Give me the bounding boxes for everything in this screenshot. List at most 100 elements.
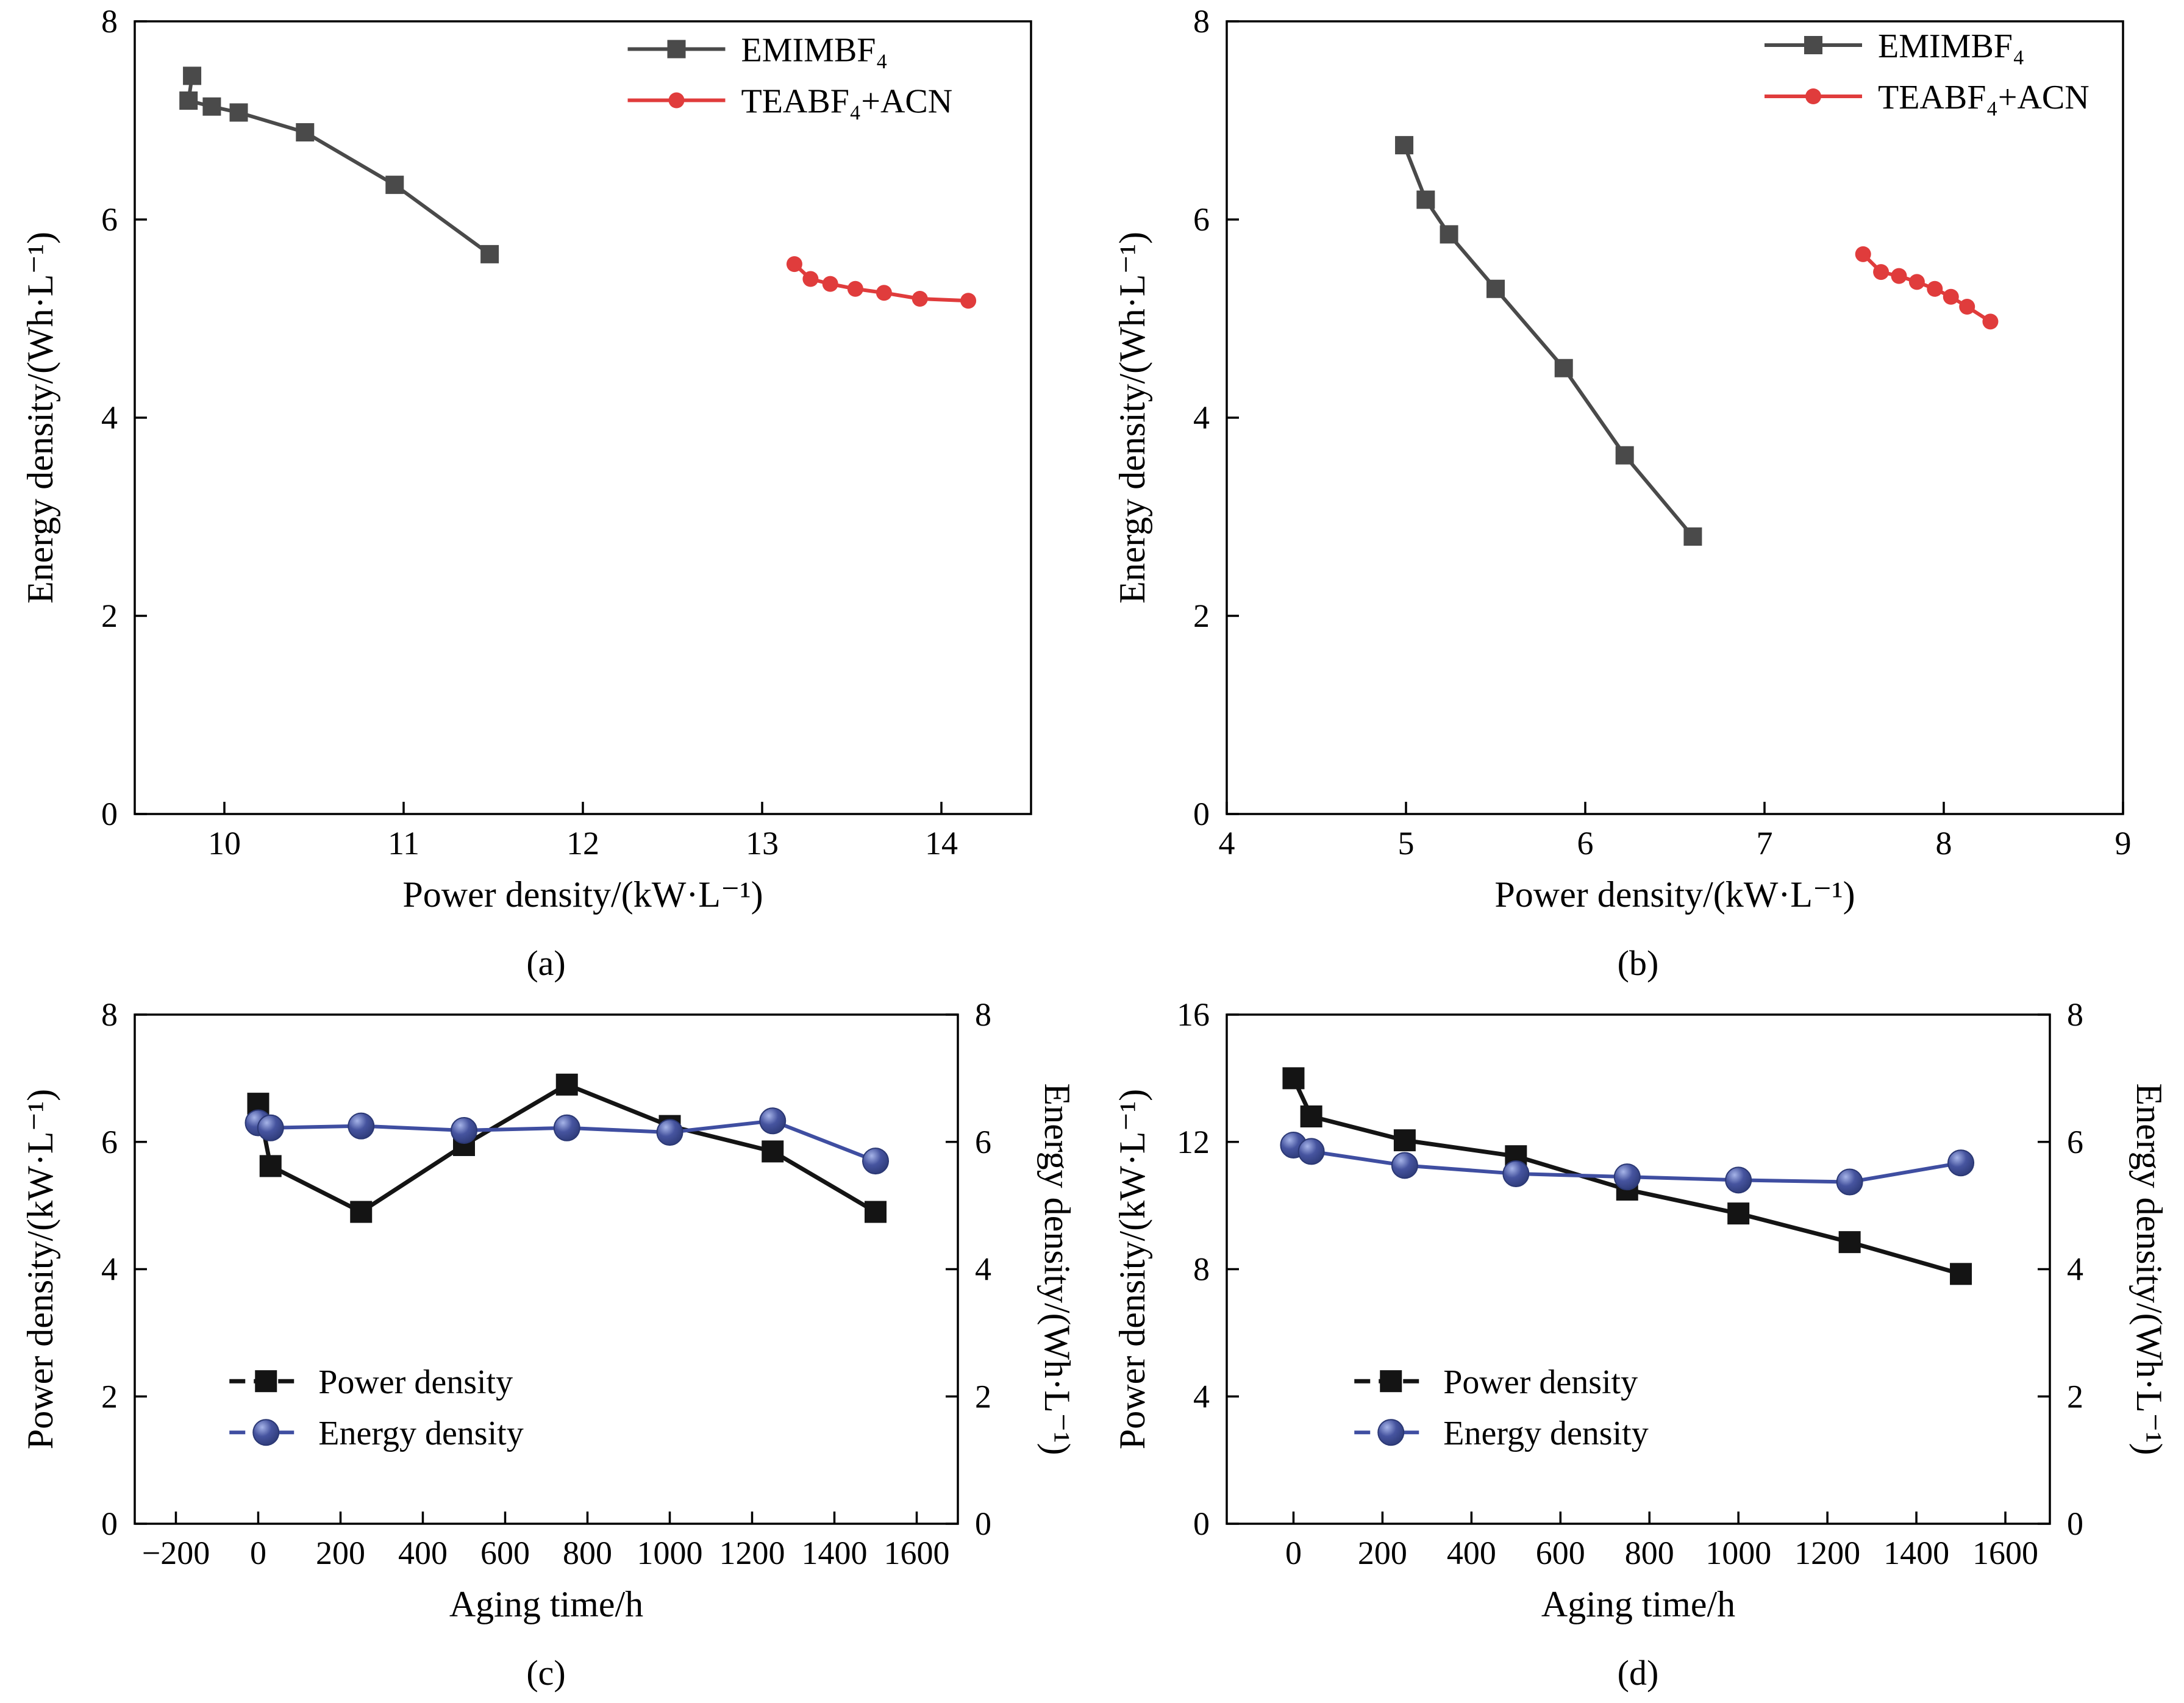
chart-b-svg: 4 5 6 7 8 9 0 2 4 6 8 Power density/(kW·L⁻¹) Energy … — [1112, 3, 2132, 915]
marker-square — [1394, 136, 1413, 155]
y-axis-label: Power density/(kW·L⁻¹) — [1112, 1089, 1152, 1449]
x-tick-label: −200 — [141, 1535, 209, 1571]
marker-sphere — [1502, 1160, 1529, 1187]
legend-entry-0: EMIMBF₄ — [1764, 27, 2024, 65]
marker-circle — [847, 280, 863, 297]
legend-entry-1: TEABF₄+ACN — [627, 83, 952, 121]
legend-label: EMIMBF₄ — [741, 32, 887, 70]
marker-circle — [1908, 274, 1925, 290]
y2-tick-label: 0 — [2067, 1505, 2083, 1542]
x-tick-label: 10 — [208, 825, 241, 862]
chart-d: 0 200 400 600 800 1000 1200 1400 1600 0 4 8 12 16 0 2 4 6… — [1108, 993, 2169, 1649]
marker-sphere — [450, 1116, 477, 1144]
y2-tick-label: 8 — [975, 996, 991, 1033]
chart-d-cell: 0 200 400 600 800 1000 1200 1400 1600 0 4 8 12 16 0 2 4 6… — [1108, 993, 2169, 1703]
y-tick-label: 6 — [101, 1124, 118, 1160]
legend-label: EMIMBF₄ — [1878, 27, 2024, 65]
marker-circle — [668, 92, 684, 109]
x-tick-label: 1000 — [637, 1535, 702, 1571]
x-axis-label: Aging time/h — [1541, 1584, 1735, 1624]
marker-circle — [1891, 268, 1907, 284]
x-tick-label: 7 — [1756, 825, 1772, 862]
series-0 — [179, 66, 499, 263]
y-tick-label: 0 — [1193, 1505, 1210, 1542]
x-tick-label: 600 — [480, 1535, 530, 1571]
marker-circle — [960, 293, 976, 309]
marker-square — [202, 97, 221, 116]
y2-tick-label: 4 — [2067, 1251, 2083, 1288]
y-tick-label: 0 — [101, 796, 118, 832]
chart-b-cell: 4 5 6 7 8 9 0 2 4 6 8 Power density/(kW·L⁻¹) Energy … — [1108, 0, 2169, 993]
marker-sphere — [347, 1112, 374, 1140]
x-axis-label: Aging time/h — [449, 1584, 643, 1624]
x-tick-label: 1600 — [1972, 1535, 2038, 1571]
legend-entry-1: Energy density — [1354, 1415, 1648, 1452]
x-tick-label: 1200 — [1794, 1535, 1860, 1571]
marker-square — [864, 1201, 887, 1223]
marker-sphere — [758, 1107, 786, 1135]
marker-sphere — [862, 1148, 889, 1175]
x-tick-label: 200 — [316, 1535, 365, 1571]
legend-entry-0: Power density — [229, 1363, 513, 1401]
legend-label: Energy density — [1443, 1415, 1648, 1452]
series-0 — [1394, 136, 1702, 546]
x-tick-label: 8 — [1935, 825, 1952, 862]
series-1-line — [257, 1119, 876, 1163]
chart-b-caption: (b) — [1617, 943, 1659, 983]
marker-square — [229, 103, 248, 122]
legend-entry-1: TEABF₄+ACN — [1764, 79, 2089, 116]
marker-square — [1282, 1067, 1304, 1090]
marker-circle — [876, 285, 892, 301]
chart-c-caption: (c) — [526, 1653, 566, 1693]
marker-square — [667, 40, 685, 59]
marker-square — [1416, 190, 1435, 209]
marker-square — [295, 123, 314, 141]
plot-frame — [1225, 20, 2124, 815]
series-1 — [244, 1107, 889, 1175]
chart-c-svg: −200 0 200 400 600 800 1000 1200 1400 1600 0 2 4 6 8 0 2… — [20, 996, 1077, 1624]
y-tick-label: 8 — [1193, 3, 1210, 40]
marker-square — [179, 91, 198, 110]
y-tick-label: 4 — [101, 1251, 118, 1288]
y-tick-label: 6 — [1193, 201, 1210, 238]
marker-square — [385, 176, 404, 195]
chart-d-svg: 0 200 400 600 800 1000 1200 1400 1600 0 4 8 12 16 0 2 4 6… — [1112, 996, 2169, 1624]
x-axis-label: Power density/(kW·L⁻¹) — [402, 874, 763, 915]
y-tick-label: 4 — [1193, 399, 1210, 436]
marker-square — [761, 1140, 783, 1163]
x-tick-label: 400 — [398, 1535, 448, 1571]
marker-square — [259, 1155, 282, 1177]
plot-frame — [133, 20, 1032, 815]
marker-square — [1393, 1129, 1416, 1152]
y2-tick-label: 8 — [2067, 996, 2083, 1033]
y-tick-label: 8 — [101, 3, 118, 40]
marker-circle — [1872, 264, 1889, 280]
marker-circle — [1805, 88, 1821, 104]
marker-sphere — [656, 1119, 683, 1146]
marker-circle — [1943, 288, 1959, 305]
y-tick-label: 4 — [1193, 1378, 1210, 1415]
marker-square — [254, 1370, 277, 1393]
marker-square — [1300, 1105, 1322, 1127]
chart-a: 10 11 12 13 14 0 2 4 6 8 Power density/(kW·L⁻¹) Ene… — [16, 0, 1077, 939]
marker-square — [1554, 359, 1573, 377]
legend-entry-0: EMIMBF₄ — [627, 32, 887, 70]
marker-circle — [822, 276, 838, 292]
marker-sphere — [1297, 1138, 1325, 1165]
legend-label: Power density — [318, 1363, 513, 1401]
marker-square — [480, 245, 499, 263]
x-tick-label: 12 — [566, 825, 599, 862]
y-tick-label: 2 — [101, 598, 118, 634]
y-tick-label: 16 — [1177, 996, 1210, 1033]
x-tick-label: 1200 — [719, 1535, 785, 1571]
marker-circle — [1958, 299, 1975, 315]
plot-frame — [133, 1013, 959, 1525]
marker-sphere — [1836, 1168, 1863, 1196]
x-tick-label: 4 — [1218, 825, 1235, 862]
marker-square — [1486, 279, 1505, 298]
chart-c-cell: −200 0 200 400 600 800 1000 1200 1400 1600 0 2 4 6 8 0 2… — [16, 993, 1077, 1703]
y-tick-label: 2 — [1193, 598, 1210, 634]
chart-d-caption: (d) — [1617, 1653, 1659, 1693]
y-tick-label: 2 — [101, 1378, 118, 1415]
x-tick-label: 1600 — [883, 1535, 949, 1571]
